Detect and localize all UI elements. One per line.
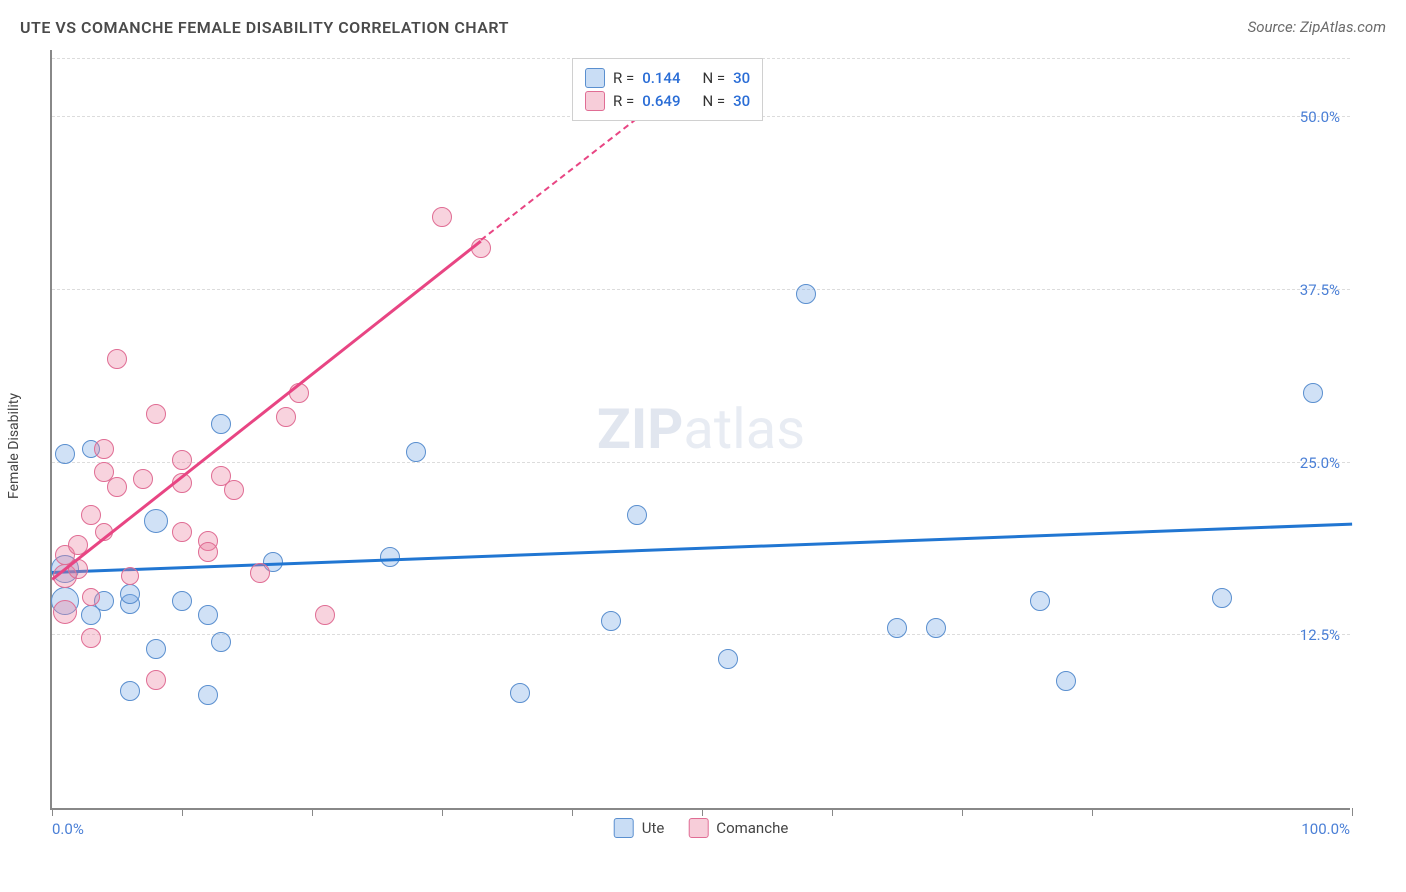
data-point [120,584,140,604]
legend-swatch [585,91,605,111]
data-point [172,591,192,611]
data-point [144,509,168,533]
x-tick [442,808,443,816]
x-tick [1352,808,1353,816]
data-point [796,284,816,304]
data-point [1303,383,1323,403]
gridline [52,462,1350,463]
data-point [107,477,127,497]
y-tick-label: 25.0% [1300,454,1340,472]
data-point [432,207,452,227]
data-point [224,480,244,500]
legend-swatch [688,818,708,838]
trend-line [51,239,482,580]
gridline [52,289,1350,290]
x-min-label: 0.0% [52,820,84,838]
header: UTE VS COMANCHE FEMALE DISABILITY CORREL… [20,18,1386,48]
r-label: R = [613,92,634,110]
n-value: 30 [733,92,750,110]
data-point [120,681,140,701]
r-value: 0.144 [642,69,680,87]
x-tick [962,808,963,816]
correlation-legend: R = 0.144 N = 30 R = 0.649 N = 30 [572,58,763,121]
x-tick [832,808,833,816]
x-max-label: 100.0% [1301,820,1350,838]
data-point [198,605,218,625]
legend-label: Comanche [716,819,788,837]
data-point [133,469,153,489]
data-point [172,450,192,470]
data-point [887,618,907,638]
data-point [250,563,270,583]
n-label: N = [702,92,725,110]
data-point [276,407,296,427]
trend-line [52,522,1352,573]
data-point [53,600,77,624]
y-tick-label: 12.5% [1300,626,1340,644]
series-legend: Ute Comanche [614,818,789,838]
x-tick [572,808,573,816]
data-point [1030,591,1050,611]
data-point [627,505,647,525]
legend-row: R = 0.144 N = 30 [585,68,750,88]
y-axis-label: Female Disability [6,393,22,499]
data-point [211,632,231,652]
data-point [146,670,166,690]
n-value: 30 [733,69,750,87]
data-point [211,414,231,434]
data-point [198,542,218,562]
data-point [1212,588,1232,608]
data-point [55,444,75,464]
data-point [198,685,218,705]
gridline [52,634,1350,635]
plot-area: ZIPatlas 12.5%25.0%37.5%50.0%0.0%100.0%R… [50,50,1350,810]
data-point [81,628,101,648]
legend-swatch [585,68,605,88]
legend-label: Ute [642,819,665,837]
data-point [82,588,100,606]
legend-row: R = 0.649 N = 30 [585,91,750,111]
chart-title: UTE VS COMANCHE FEMALE DISABILITY CORREL… [20,18,509,37]
x-tick [312,808,313,816]
data-point [94,439,114,459]
data-point [380,547,400,567]
r-value: 0.649 [642,92,680,110]
data-point [289,383,309,403]
data-point [146,639,166,659]
n-label: N = [702,69,725,87]
y-tick-label: 50.0% [1300,108,1340,126]
data-point [107,349,127,369]
data-point [81,605,101,625]
x-tick [1092,808,1093,816]
data-point [121,567,139,585]
data-point [81,505,101,525]
data-point [718,649,738,669]
y-tick-label: 37.5% [1300,281,1340,299]
data-point [510,683,530,703]
x-tick [182,808,183,816]
legend-item: Ute [614,818,665,838]
r-label: R = [613,69,634,87]
data-point [926,618,946,638]
legend-item: Comanche [688,818,788,838]
source-label: Source: ZipAtlas.com [1248,18,1386,36]
data-point [146,404,166,424]
data-point [315,605,335,625]
x-tick [52,808,53,816]
data-point [1056,671,1076,691]
data-point [601,611,621,631]
watermark: ZIPatlas [597,396,805,462]
data-point [406,442,426,462]
x-tick [702,808,703,816]
legend-swatch [614,818,634,838]
data-point [172,522,192,542]
